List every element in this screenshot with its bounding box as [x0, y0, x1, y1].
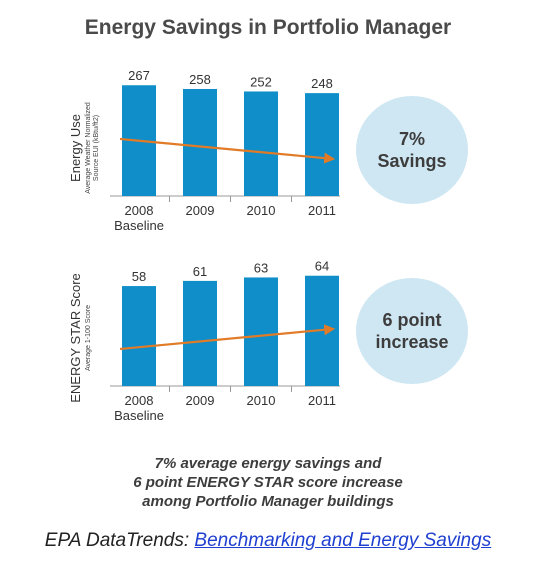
category-sublabel: Baseline — [114, 408, 164, 423]
category-label: 2009 — [186, 393, 215, 408]
bar-value-label: 64 — [315, 259, 329, 274]
chart-title: Energy Savings in Portfolio Manager — [84, 16, 452, 39]
category-label: 2011 — [308, 393, 336, 408]
category-label: 2010 — [247, 393, 276, 408]
category-label: 2008 — [125, 203, 154, 218]
bar-2008 — [122, 286, 156, 386]
bar-2009 — [183, 88, 217, 196]
bar-value-label: 61 — [193, 264, 207, 279]
increase-bubble: 6 point increase — [356, 278, 468, 384]
summary-line-2: 6 point ENERGY STAR score increase — [133, 474, 403, 491]
source-prefix: EPA DataTrends: — [44, 530, 195, 551]
y-axis-sublabel: Average Weather Normalized — [85, 102, 92, 194]
category-sublabel: Baseline — [114, 218, 164, 233]
category-label: 2009 — [186, 203, 215, 218]
source-caption: EPA DataTrends: Benchmarking and Energy … — [0, 530, 536, 552]
savings-bubble-line-2: Savings — [377, 151, 447, 171]
category-label: 2008 — [125, 393, 154, 408]
y-axis-label-group: ENERGY STAR Score Average 1-100 Score — [68, 273, 92, 403]
bar-value-label: 267 — [128, 68, 150, 83]
y-axis-sublabel: Source EUI (kBtu/ft2) — [93, 115, 100, 181]
trend-arrow — [119, 324, 336, 351]
bar-value-label: 248 — [311, 76, 333, 91]
bar-2009 — [183, 280, 217, 386]
y-axis-label: ENERGY STAR Score — [68, 273, 83, 403]
y-axis-label: Energy Use — [68, 114, 83, 182]
savings-bubble: 7% Savings — [356, 96, 468, 204]
source-link[interactable]: Benchmarking and Energy Savings — [194, 530, 492, 551]
y-axis-sublabel: Average 1-100 Score — [85, 305, 92, 371]
summary-caption: 7% average energy savings and 6 point EN… — [0, 454, 536, 511]
savings-bubble-line-1: 7% — [398, 129, 425, 149]
summary-line-1: 7% average energy savings and — [154, 455, 382, 472]
category-label: 2010 — [247, 203, 276, 218]
bar-2010 — [244, 91, 278, 196]
increase-bubble-line-1: 6 point — [382, 310, 442, 330]
increase-bubble-line-2: increase — [375, 332, 449, 352]
bar-value-label: 63 — [254, 260, 268, 275]
summary-line-3: among Portfolio Manager buildings — [142, 493, 394, 510]
bar-2011 — [305, 93, 339, 196]
bar-value-label: 252 — [250, 74, 272, 89]
bar-value-label: 258 — [189, 72, 211, 87]
trend-arrow — [119, 137, 336, 164]
bar-2010 — [244, 277, 278, 386]
bar-value-label: 58 — [132, 269, 146, 284]
y-axis-label-group: Energy Use Average Weather Normalized Sour… — [68, 102, 100, 194]
category-label: 2011 — [308, 203, 336, 218]
